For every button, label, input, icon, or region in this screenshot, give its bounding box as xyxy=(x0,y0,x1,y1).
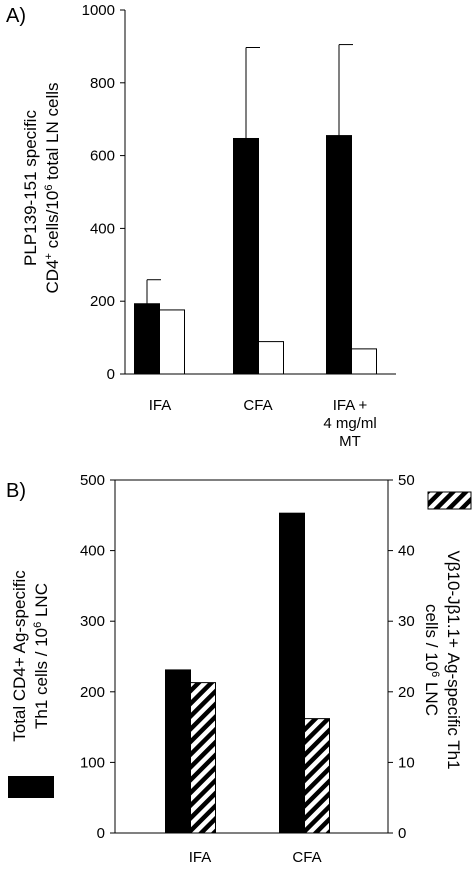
panel-a-bars xyxy=(134,44,377,375)
panel-a: A) PLP139-151 specific CD4+ cells/106 to… xyxy=(6,2,396,450)
panel-a-ytick-label: 200 xyxy=(90,293,115,310)
panel-b-ylabel-right: Vβ10-Jβ1.1+ Ag-specific Th1 cells / 106 … xyxy=(422,550,463,769)
panel-b-ylabel-right-line-1: Vβ10-Jβ1.1+ Ag-specific Th1 xyxy=(444,550,463,769)
panel-b-ytick-right-label: 50 xyxy=(398,472,415,489)
panel-b-ytick-right-label: 40 xyxy=(398,543,415,560)
panel-b-category-label: CFA xyxy=(292,849,321,866)
panel-a-category-label: IFA xyxy=(149,397,172,414)
panel-b-ylabel-left: Total CD4+ Ag-specific Th1 cells / 106 L… xyxy=(10,570,51,742)
panel-b-bars xyxy=(165,512,330,834)
panel-a-category-label: IFA + xyxy=(333,397,368,414)
panel-b-bar xyxy=(279,512,305,834)
panel-a-ylabel-line-1: PLP139-151 specific xyxy=(21,110,40,266)
panel-b-bar xyxy=(304,718,330,834)
panel-b-x-axis: IFA CFA xyxy=(189,849,322,866)
panel-b-ytick-left-label: 500 xyxy=(80,472,105,489)
panel-b-ytick-left-label: 400 xyxy=(80,543,105,560)
panel-b-plot-frame xyxy=(114,479,389,834)
panel-a-bar xyxy=(134,303,160,375)
panel-a-label: A) xyxy=(6,5,26,27)
panel-a-bar xyxy=(233,137,259,375)
panel-b-ytick-left-label: 200 xyxy=(80,684,105,701)
legend-swatch-total xyxy=(8,776,54,798)
panel-b-bar xyxy=(165,669,191,834)
panel-b-ytick-left-label: 100 xyxy=(80,754,105,771)
panel-a-category-label: 4 mg/ml xyxy=(323,415,376,432)
panel-a-bar xyxy=(258,341,284,375)
legend-swatch-vbeta xyxy=(427,491,472,510)
panel-a-ytick-label: 800 xyxy=(90,75,115,92)
panel-a-category-label: MT xyxy=(339,433,361,450)
panel-a-bar xyxy=(159,309,185,375)
panel-a-bar xyxy=(326,135,352,375)
panel-b-ylabel-left-line-1: Total CD4+ Ag-specific xyxy=(10,570,29,742)
panel-a-ytick-label: 600 xyxy=(90,148,115,165)
panel-a-ylabel-line-2: CD4+ cells/106 total LN cells xyxy=(43,83,62,294)
panel-b-ytick-left-label: 0 xyxy=(97,825,105,842)
panel-b-ylabel-right-line-2: cells / 106 LNC xyxy=(422,604,441,716)
panel-b-ytick-right-label: 20 xyxy=(398,684,415,701)
panel-a-ytick-label: 400 xyxy=(90,220,115,237)
panel-b-ytick-right-label: 10 xyxy=(398,754,415,771)
panel-b-category-label: IFA xyxy=(189,849,212,866)
panel-b-ytick-right-label: 0 xyxy=(398,825,406,842)
panel-a-ytick-label: 1000 xyxy=(82,2,115,19)
panel-a-bar xyxy=(351,348,377,375)
panel-b: B) Total CD4+ Ag-specific Th1 cells / 10… xyxy=(6,472,472,866)
panel-a-category-label: CFA xyxy=(243,397,272,414)
panel-a-ylabel: PLP139-151 specific CD4+ cells/106 total… xyxy=(21,83,62,294)
panel-b-ytick-right-label: 30 xyxy=(398,613,415,630)
panel-a-ytick-label: 0 xyxy=(107,366,115,383)
panel-b-y-axis: 0 100 200 300 400 500 0 10 20 30 40 50 xyxy=(80,472,415,842)
panel-b-ylabel-left-line-2: Th1 cells / 106 LNC xyxy=(32,583,51,729)
panel-a-y-axis: 0 200 400 600 800 1000 xyxy=(82,2,396,383)
panel-b-bar xyxy=(190,682,216,834)
panel-b-label: B) xyxy=(6,480,26,502)
panel-b-ytick-left-label: 300 xyxy=(80,613,105,630)
